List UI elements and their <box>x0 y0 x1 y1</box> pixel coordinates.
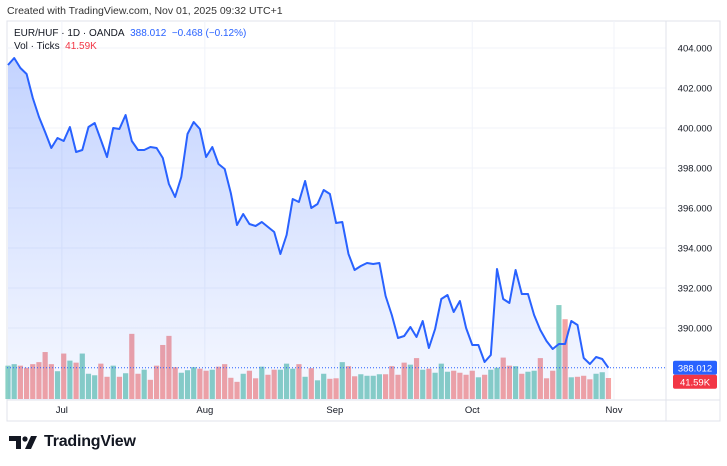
time-tick-label: Sep <box>326 405 343 416</box>
logo-text: TradingView <box>44 433 136 450</box>
price-line <box>7 57 610 369</box>
price-change: −0.468 (−0.12%) <box>171 28 247 39</box>
time-tick-label: Oct <box>465 405 480 416</box>
symbol-legend-row: EUR/HUF · 1D · OANDA 388.012 −0.468 (−0.… <box>14 27 246 40</box>
price-tick-label: 404.000 <box>678 44 712 55</box>
chart-frame <box>6 20 721 422</box>
chart-legend: EUR/HUF · 1D · OANDA 388.012 −0.468 (−0.… <box>14 27 246 53</box>
last-price: 388.012 <box>130 28 167 39</box>
time-tick-label: Nov <box>606 405 623 416</box>
volume-legend-row: Vol · Ticks 41.59K <box>14 40 246 53</box>
tradingview-logo-icon <box>9 436 37 449</box>
time-tick-label: Jul <box>56 405 68 416</box>
price-tick-label: 400.000 <box>678 124 712 135</box>
volume-value: 41.59K <box>65 41 97 52</box>
created-with-caption: Created with TradingView.com, Nov 01, 20… <box>7 5 283 17</box>
price-tick-label: 396.000 <box>678 204 712 215</box>
price-area-fill <box>8 58 609 400</box>
price-badge-text: 388.012 <box>678 363 712 374</box>
volume-bar <box>605 377 612 399</box>
symbol-label[interactable]: EUR/HUF · 1D · OANDA <box>14 28 125 39</box>
volume-badge-text: 41.59K <box>680 377 711 388</box>
price-axis[interactable]: 390.000 392.000 394.000 396.000 398.000 400.0… <box>678 44 712 335</box>
time-axis[interactable]: Jul Aug Sep Oct Nov <box>56 405 623 416</box>
price-tick-label: 398.000 <box>678 164 712 175</box>
time-tick-label: Aug <box>196 405 213 416</box>
price-tick-label: 402.000 <box>678 84 712 95</box>
price-tick-label: 390.000 <box>678 324 712 335</box>
volume-badge: 41.59K <box>673 374 717 389</box>
price-tick-label: 394.000 <box>678 244 712 255</box>
volume-label[interactable]: Vol · Ticks <box>14 41 60 52</box>
price-badge: 388.012 <box>673 360 717 375</box>
price-tick-label: 392.000 <box>678 284 712 295</box>
tradingview-logo[interactable]: TradingView <box>9 433 136 451</box>
